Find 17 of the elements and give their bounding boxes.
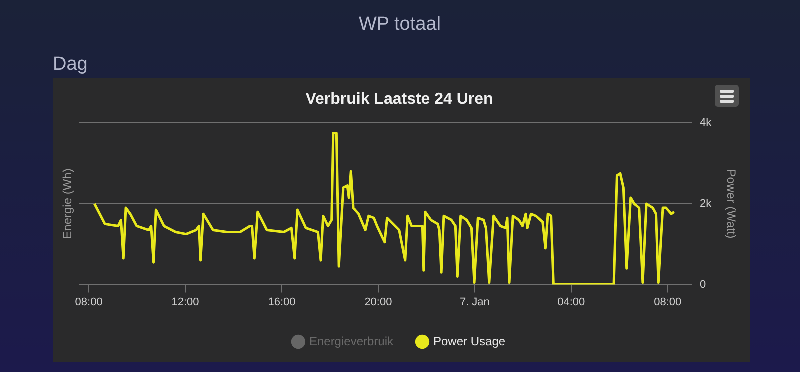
x-tick-label: 20:00 (364, 296, 392, 308)
legend-label: Power Usage (434, 334, 506, 348)
x-tick-label: 7. Jan (460, 296, 490, 308)
y2-tick-label: 0 (700, 278, 706, 291)
y2-tick-label: 2k (700, 198, 712, 210)
y-axis-title: Energie (Wh) (60, 168, 75, 240)
text: WP totaal (358, 14, 442, 36)
y2-axis-title: Power (Watt) (724, 169, 738, 239)
x-tick-label: 12:00 (172, 296, 200, 308)
x-tick-label: 16:00 (268, 296, 296, 308)
x-tick-label: 08:00 (654, 296, 682, 308)
chart-title: Verbruik Laatste 24 Uren (306, 91, 494, 108)
x-tick-label: 04:00 (558, 296, 586, 308)
x-tick-label: 08:00 (75, 296, 103, 308)
legend-label: Energieverbruik (309, 334, 395, 348)
text: Dag (53, 54, 88, 76)
y2-tick-label: 4k (700, 117, 712, 130)
